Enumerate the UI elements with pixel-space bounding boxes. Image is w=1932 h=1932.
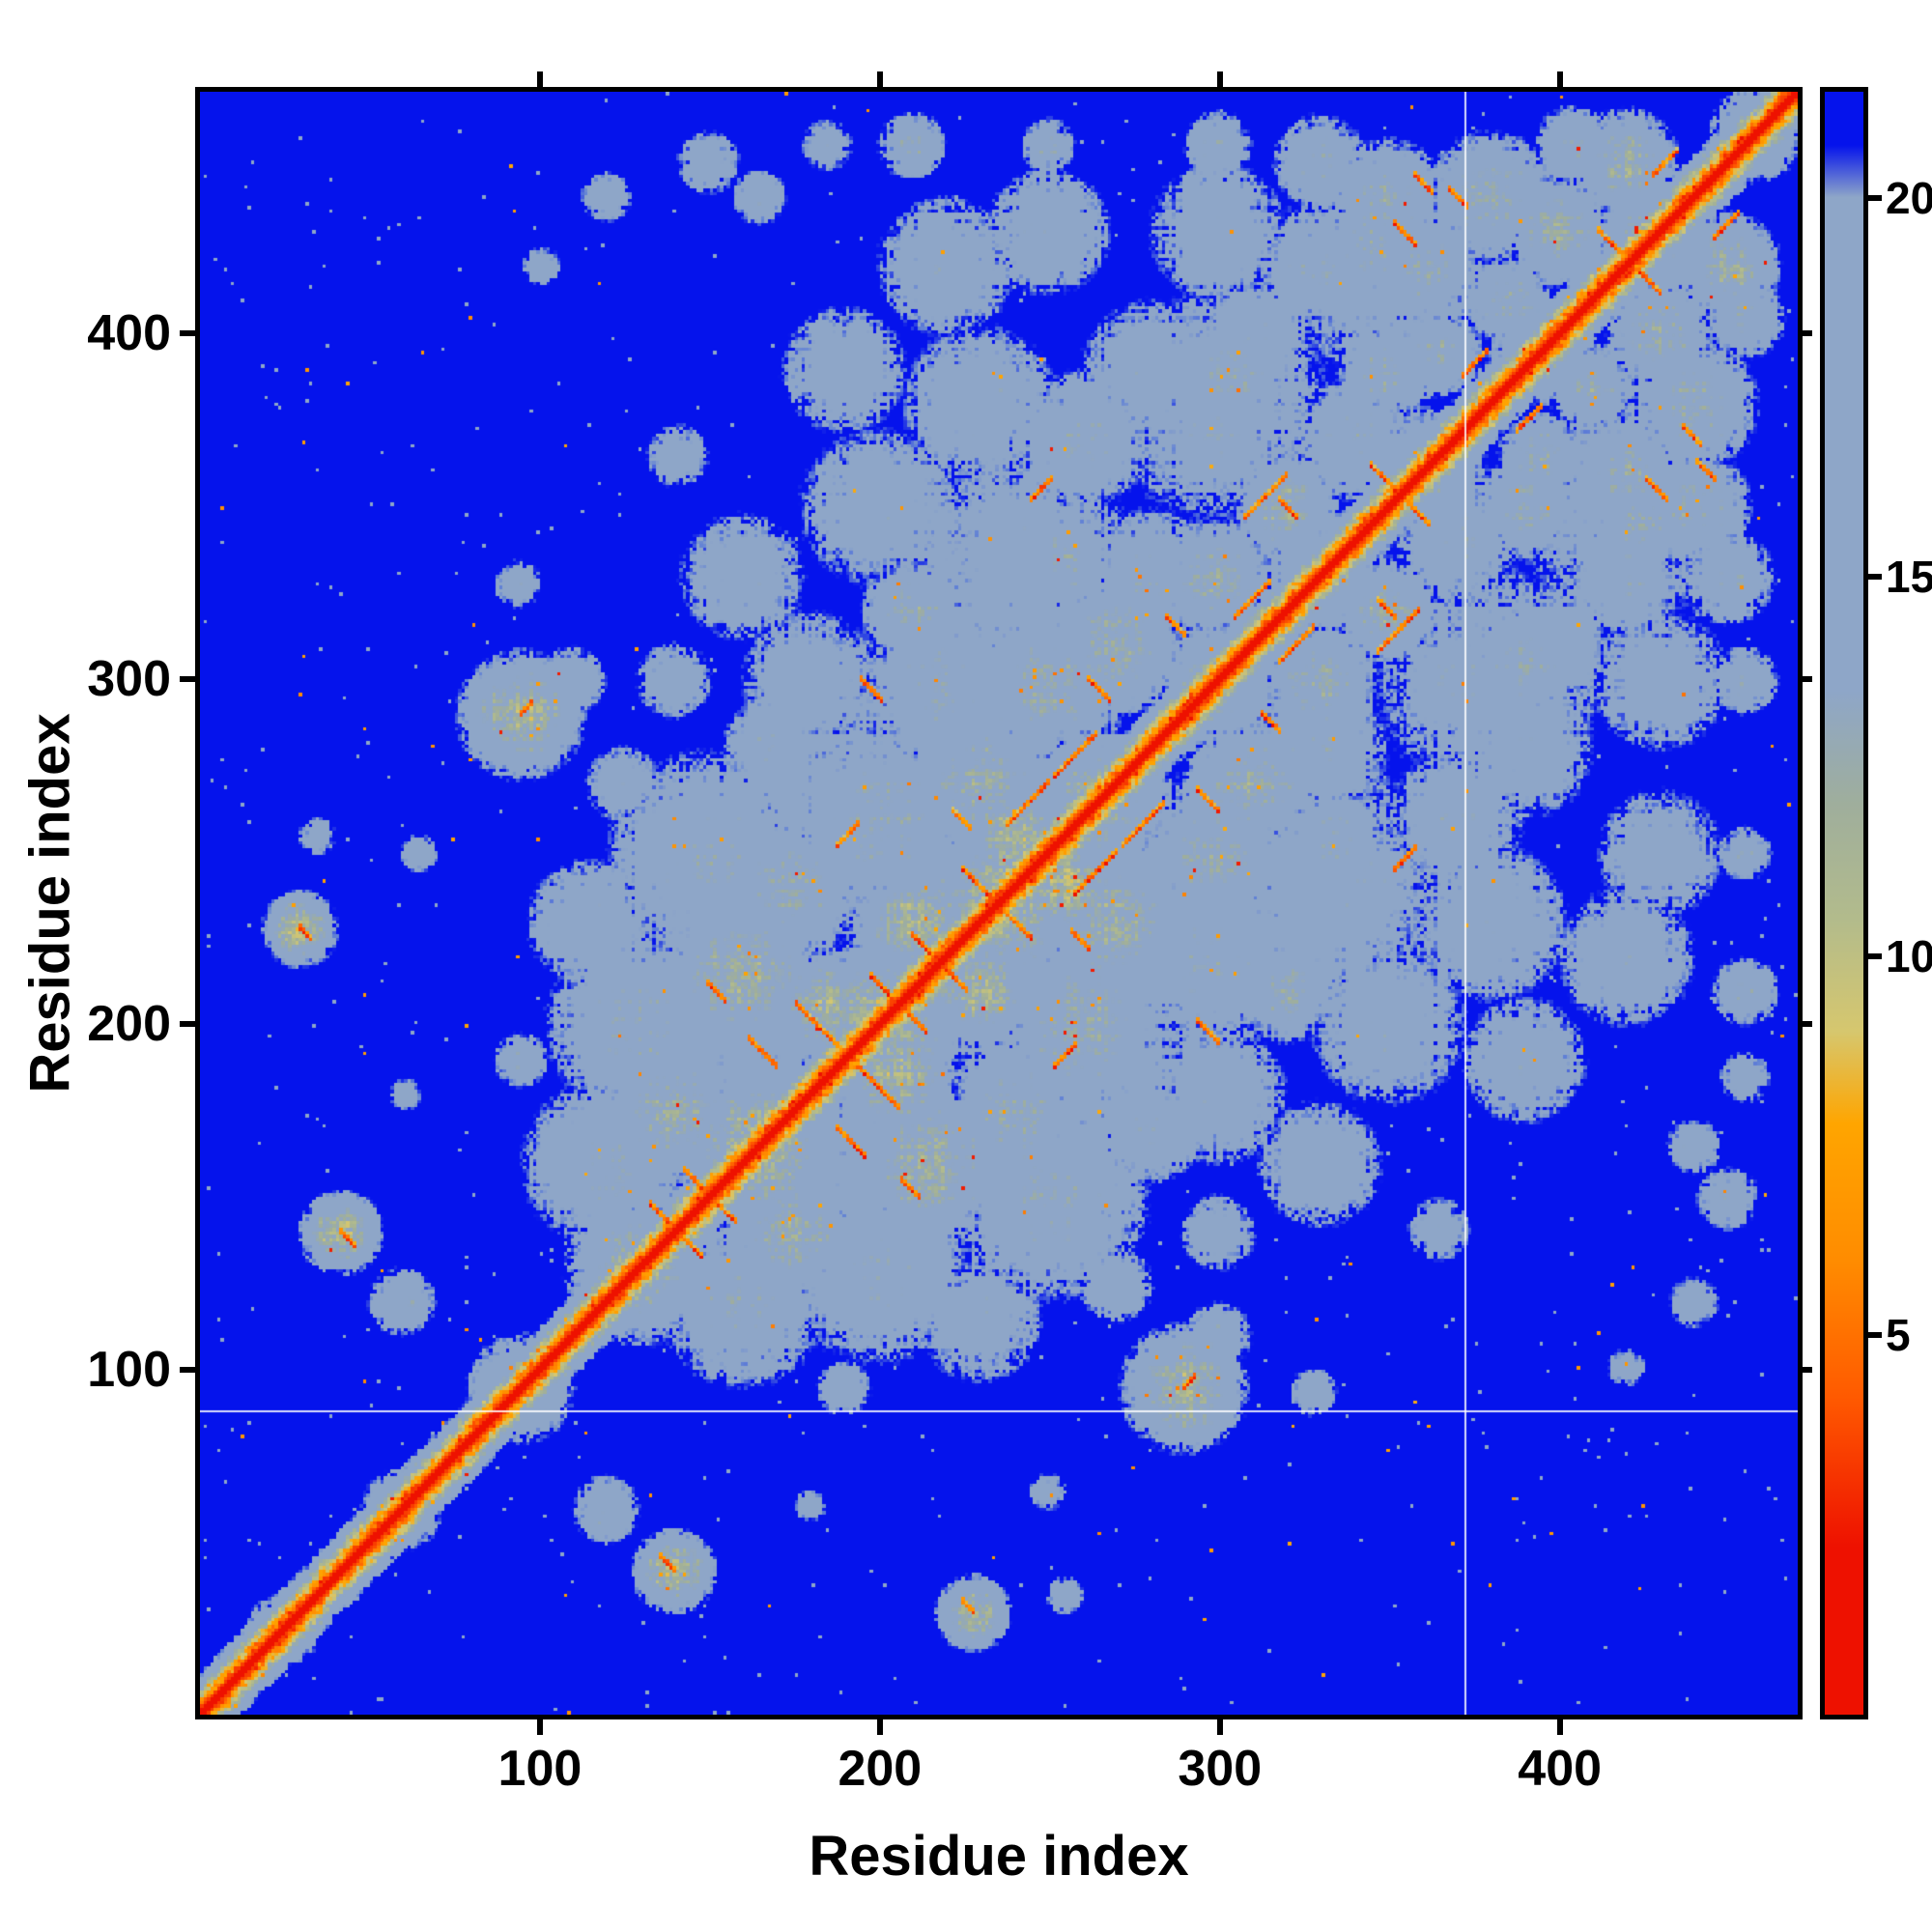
- y-tick-right: [1803, 1021, 1812, 1028]
- x-tick-top: [1216, 71, 1223, 87]
- y-tick-label: 100: [87, 1341, 171, 1398]
- y-tick-label: 400: [87, 305, 171, 362]
- y-tick-label: 300: [87, 650, 171, 707]
- x-tick: [876, 1719, 883, 1735]
- x-tick-top: [1556, 71, 1563, 87]
- x-tick: [1216, 1719, 1223, 1735]
- heatmap-plot-area: [195, 87, 1803, 1719]
- heatmap-canvas: [200, 92, 1798, 1715]
- x-tick-label: 300: [1178, 1741, 1263, 1797]
- colorbar-tick-label: 15: [1886, 552, 1932, 603]
- colorbar-tick-label: 5: [1886, 1309, 1911, 1360]
- x-tick-label: 100: [497, 1741, 582, 1797]
- x-tick-label: 200: [838, 1741, 923, 1797]
- y-tick-right: [1803, 1366, 1812, 1373]
- colorbar-tick: [1868, 194, 1882, 201]
- x-tick-label: 400: [1518, 1741, 1603, 1797]
- x-tick-top: [536, 71, 543, 87]
- colorbar: [1820, 87, 1868, 1719]
- y-tick: [180, 675, 195, 682]
- y-tick-label: 200: [87, 996, 171, 1053]
- x-tick: [536, 1719, 543, 1735]
- x-tick-top: [876, 71, 883, 87]
- colorbar-tick-label: 10: [1886, 931, 1932, 982]
- y-tick: [180, 330, 195, 337]
- y-tick: [180, 1366, 195, 1373]
- y-tick: [180, 1021, 195, 1028]
- x-tick: [1556, 1719, 1563, 1735]
- y-tick-right: [1803, 330, 1812, 337]
- y-tick-right: [1803, 675, 1812, 682]
- colorbar-tick: [1868, 953, 1882, 960]
- x-axis-label: Residue index: [809, 1825, 1189, 1888]
- colorbar-tick: [1868, 574, 1882, 581]
- colorbar-tick-label: 20: [1886, 172, 1932, 223]
- colorbar-tick: [1868, 1331, 1882, 1338]
